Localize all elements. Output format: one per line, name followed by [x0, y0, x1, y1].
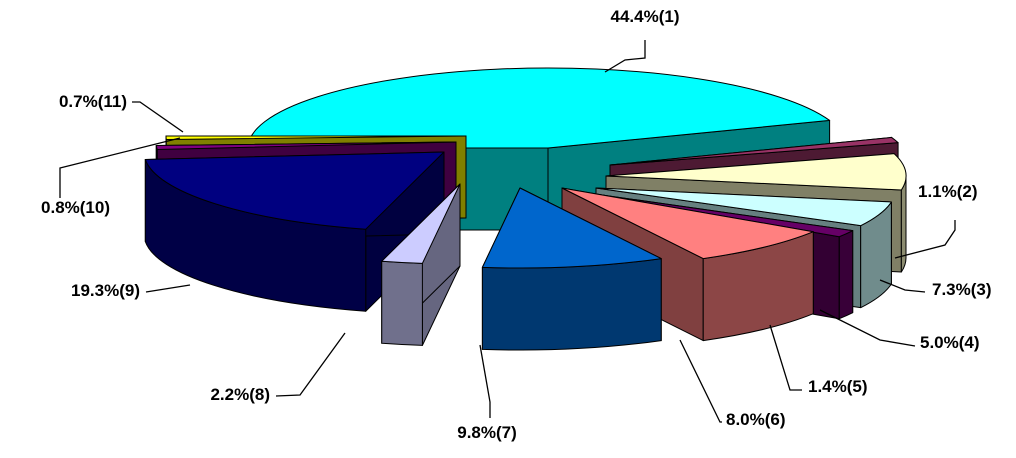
- data-label-4: 5.0%(4): [920, 333, 980, 352]
- data-label-5: 1.4%(5): [808, 377, 868, 396]
- leader-line-9: [146, 285, 190, 292]
- data-label-6: 8.0%(6): [726, 410, 786, 429]
- data-label-1: 44.4%(1): [611, 7, 680, 26]
- leader-line-1: [605, 40, 645, 72]
- pie-slice-8-side: [382, 261, 423, 345]
- leader-line-7: [480, 345, 490, 418]
- leader-line-5: [770, 325, 802, 390]
- data-label-8: 2.2%(8): [210, 385, 270, 404]
- data-label-11: 0.7%(11): [59, 92, 127, 111]
- leader-line-6: [680, 340, 722, 422]
- slices-layer: [145, 68, 906, 350]
- data-label-7: 9.8%(7): [457, 423, 517, 442]
- data-label-3: 7.3%(3): [932, 280, 992, 299]
- data-label-10: 0.8%(10): [41, 198, 110, 217]
- data-label-2: 1.1%(2): [918, 182, 978, 201]
- leader-line-11: [132, 102, 183, 132]
- data-label-9: 19.3%(9): [71, 281, 140, 300]
- pie-slice-7-side: [482, 259, 661, 350]
- pie-slice-5-side: [839, 231, 852, 319]
- leader-line-8: [276, 333, 345, 396]
- pie-slice-3-side: [901, 176, 906, 272]
